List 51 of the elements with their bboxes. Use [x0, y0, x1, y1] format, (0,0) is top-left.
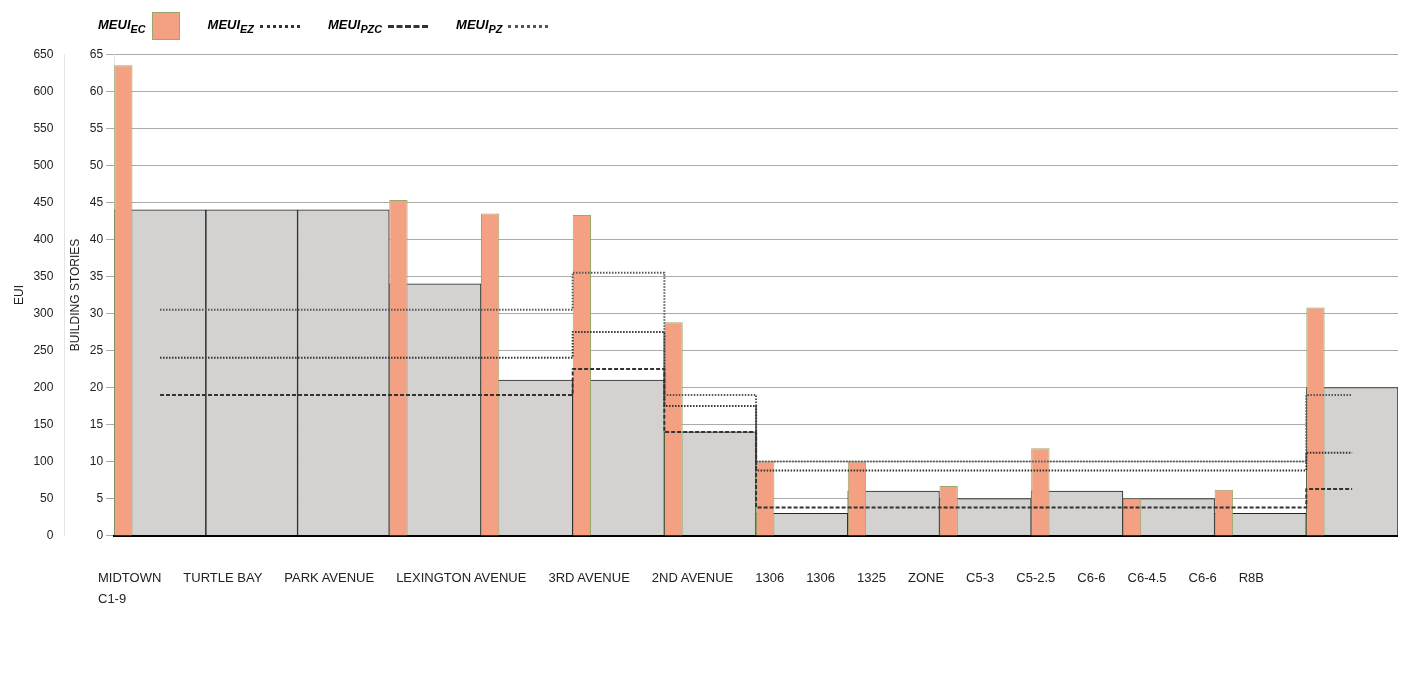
y-tick-label: 10: [89, 453, 104, 468]
text: 1306: [755, 570, 785, 585]
y2-tick-label: 300: [33, 305, 54, 320]
y2-tick-label: 250: [33, 342, 54, 357]
y2-tick-label: 0: [46, 527, 54, 542]
y2-tick-label: 550: [33, 120, 54, 135]
text: PARK AVENUE: [284, 570, 375, 585]
legend-label: MEUI$_{EC}$: [98, 17, 146, 35]
y2-axis-title: EUI: [11, 284, 26, 305]
y2-tick-label: 100: [33, 453, 54, 468]
y-axis-title: BUILDING STORIES: [67, 238, 82, 352]
y-tick-label: 50: [89, 157, 104, 172]
y2-tick-label: 200: [33, 379, 54, 394]
text: LEXINGTON AVENUE: [396, 570, 527, 585]
y2-tick-label: 400: [33, 231, 54, 246]
y-tick-label: 60: [89, 83, 104, 98]
text: 1306: [806, 570, 836, 585]
text: C5-3: [966, 570, 995, 585]
legend-label: MEUI$_{PZC}$: [327, 17, 383, 35]
y-tick-label: 5: [96, 490, 104, 505]
y2-tick-label: 650: [33, 46, 54, 61]
text: MIDTOWN: [98, 570, 162, 585]
legend-label: MEUI$_{PZ}$: [456, 17, 503, 35]
y-tick-label: 35: [89, 268, 104, 283]
y-tick-label: 20: [89, 379, 104, 394]
text: R8B: [1238, 570, 1265, 585]
y2-tick-label: 350: [33, 268, 54, 283]
text: C6-6: [1188, 570, 1217, 585]
text: C6-4.5: [1127, 570, 1167, 585]
y2-tick-label: 150: [33, 416, 54, 431]
y-tick-label: 15: [89, 416, 104, 431]
text: C6-6: [1077, 570, 1106, 585]
text: 2ND AVENUE: [651, 570, 734, 585]
y-tick-label: 25: [89, 342, 104, 357]
y-tick-label: 0: [96, 527, 104, 542]
text: 3RD AVENUE: [548, 570, 630, 585]
y2-tick-label: 600: [33, 83, 54, 98]
text: ZONE: [907, 570, 945, 585]
y2-tick-label: 450: [33, 194, 54, 209]
y-tick-label: 40: [89, 231, 104, 246]
text: C1-9: [98, 591, 127, 606]
y-tick-label: 30: [89, 305, 104, 320]
text: TURTLE BAY: [183, 570, 263, 585]
y-tick-label: 45: [89, 194, 104, 209]
text: C5-2.5: [1016, 570, 1056, 585]
y-tick-label: 65: [89, 46, 104, 61]
y2-tick-label: 50: [40, 490, 54, 505]
legend-label: MEUI$_{EZ}$: [207, 17, 254, 35]
y2-tick-label: 500: [33, 157, 54, 172]
y-tick-label: 55: [89, 120, 104, 135]
text: 1325: [857, 570, 886, 585]
